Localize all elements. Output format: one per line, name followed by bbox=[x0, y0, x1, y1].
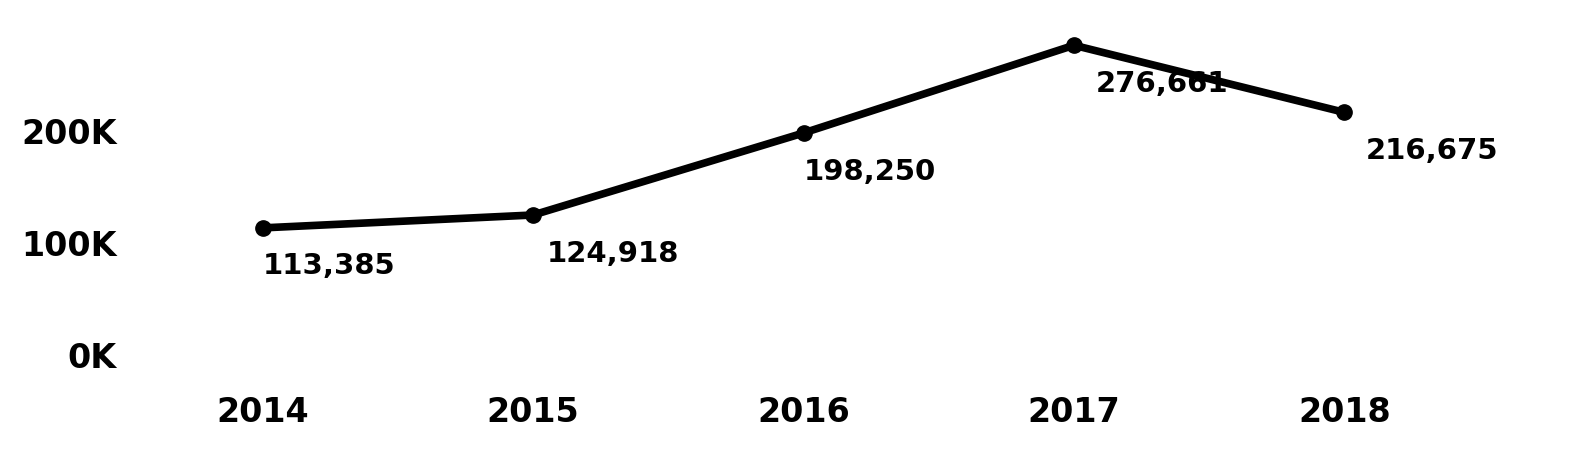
Text: 276,661: 276,661 bbox=[1096, 70, 1228, 98]
Text: 124,918: 124,918 bbox=[547, 240, 679, 268]
Text: 216,675: 216,675 bbox=[1365, 137, 1498, 165]
Text: 198,250: 198,250 bbox=[804, 158, 936, 186]
Text: 113,385: 113,385 bbox=[263, 252, 396, 280]
